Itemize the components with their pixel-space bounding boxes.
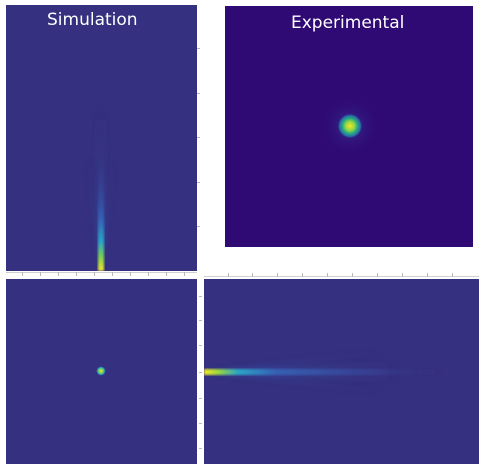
- axis-tick: [199, 398, 202, 399]
- axis-tick: [130, 272, 131, 276]
- axis-tick: [184, 272, 185, 276]
- axis-tick: [197, 226, 200, 227]
- axis-tick: [58, 272, 59, 276]
- axis-tick: [427, 273, 428, 277]
- experimental-label: Experimental: [291, 13, 405, 33]
- axis-line: [204, 276, 479, 277]
- axis-tick: [199, 345, 202, 346]
- axis-tick: [197, 182, 200, 183]
- simulation-top-view-panel: [204, 279, 479, 464]
- axis-tick: [228, 273, 229, 277]
- axis-tick: [112, 272, 113, 276]
- axis-tick: [197, 93, 200, 94]
- axis-tick: [252, 273, 253, 277]
- axis-tick: [377, 273, 378, 277]
- axis-tick: [352, 273, 353, 277]
- axis-tick: [402, 273, 403, 277]
- simulation-front-view-panel: [6, 279, 197, 464]
- axis-tick: [197, 48, 200, 49]
- axis-tick: [199, 296, 202, 297]
- axis-tick: [302, 273, 303, 277]
- axis-tick: [76, 272, 77, 276]
- axis-tick: [199, 423, 202, 424]
- axis-tick: [199, 372, 202, 373]
- simulation-front-view-image: [6, 279, 197, 464]
- axis-tick: [199, 448, 202, 449]
- experimental-spot-image: [225, 6, 473, 247]
- simulation-top-view-image: [204, 279, 479, 464]
- experimental-panel: [225, 6, 473, 247]
- simulation-side-view-panel: [6, 5, 197, 271]
- axis-tick: [327, 273, 328, 277]
- axis-tick: [94, 272, 95, 276]
- axis-line: [6, 272, 197, 273]
- axis-tick: [22, 272, 23, 276]
- axis-tick: [197, 137, 200, 138]
- axis-tick: [40, 272, 41, 276]
- simulation-side-view-image: [6, 5, 197, 271]
- simulation-label: Simulation: [47, 10, 138, 30]
- axis-tick: [277, 273, 278, 277]
- axis-tick: [166, 272, 167, 276]
- axis-tick: [199, 320, 202, 321]
- axis-tick: [452, 273, 453, 277]
- axis-tick: [148, 272, 149, 276]
